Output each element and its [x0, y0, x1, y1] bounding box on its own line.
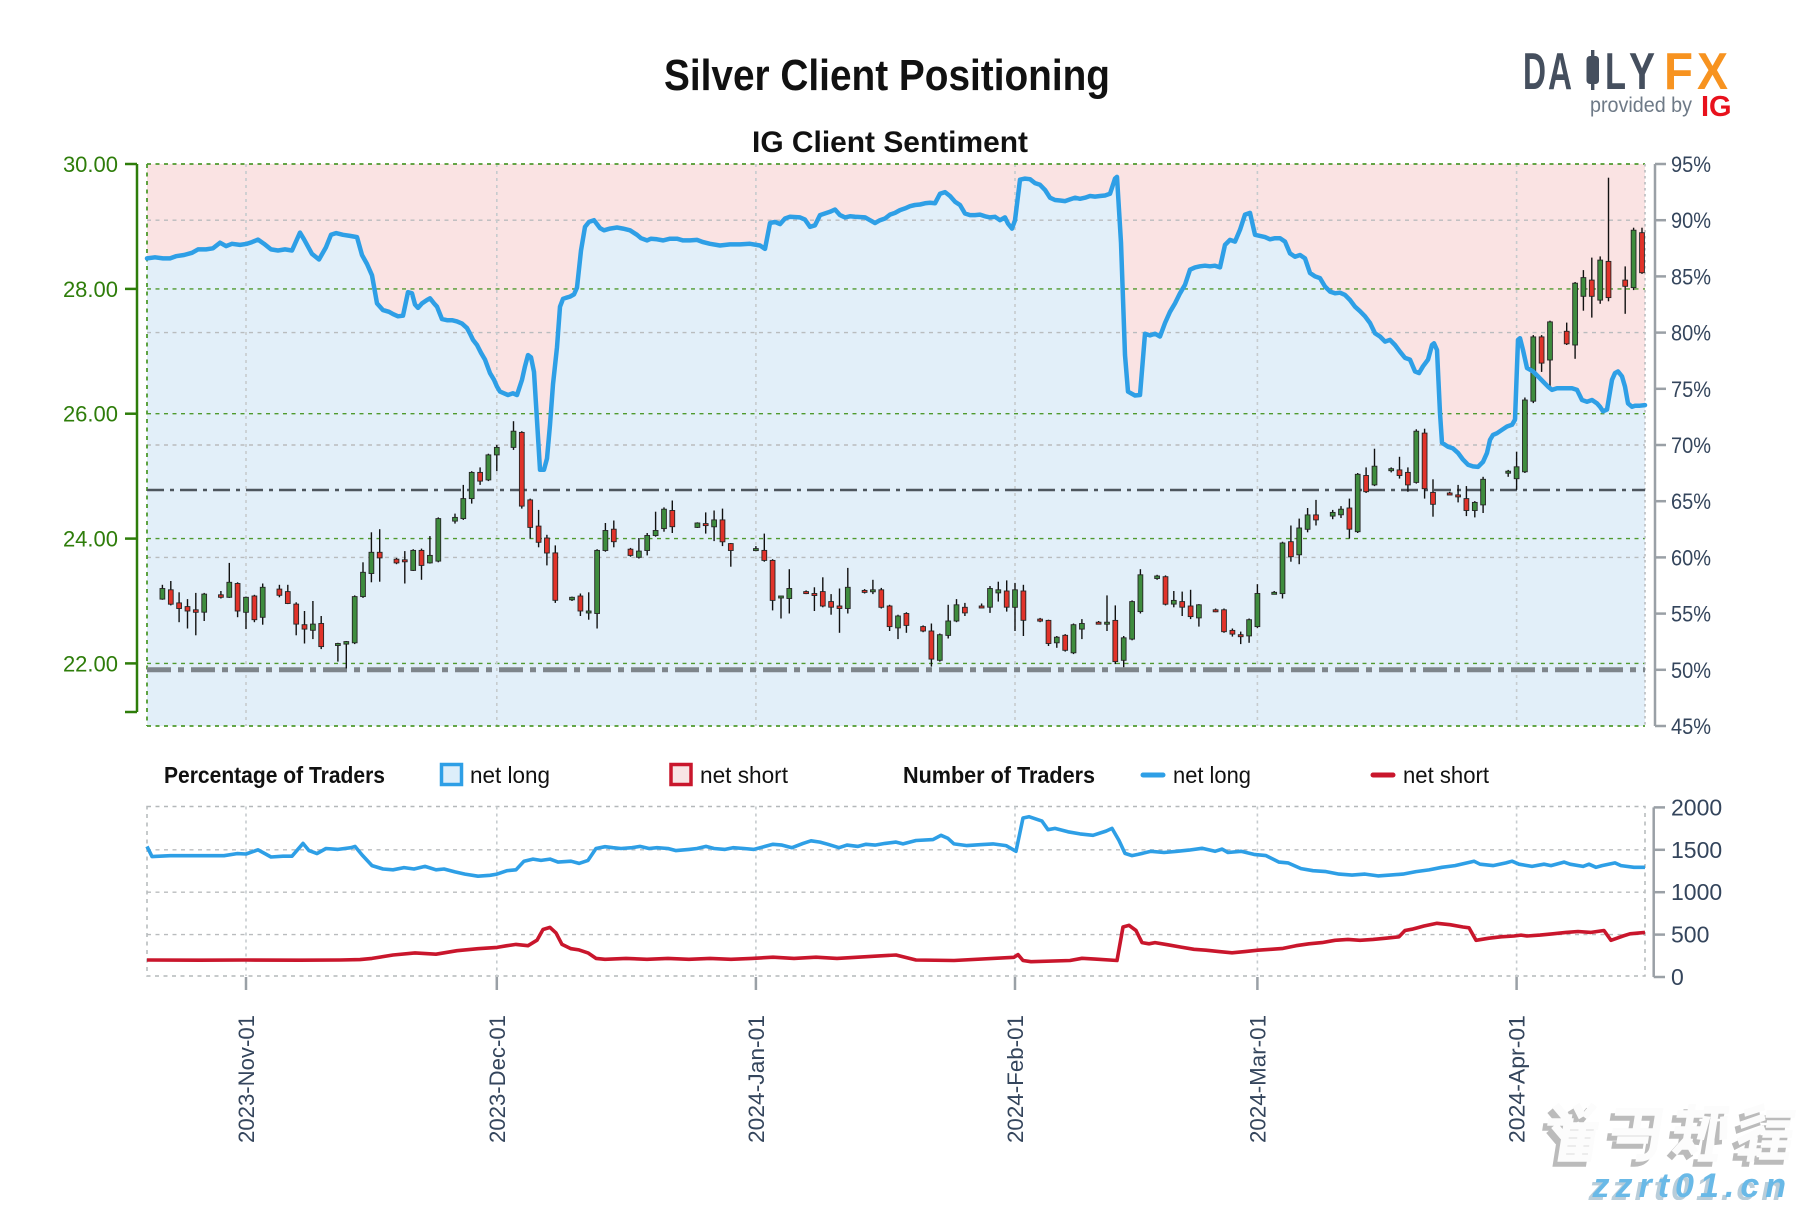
svg-text:75%: 75% — [1671, 377, 1711, 402]
svg-text:2000: 2000 — [1671, 794, 1722, 820]
svg-text:2023-Dec-01: 2023-Dec-01 — [485, 1015, 510, 1143]
svg-text:2024-Jan-01: 2024-Jan-01 — [744, 1015, 769, 1143]
svg-text:D: D — [1523, 43, 1546, 101]
svg-text:2023-Nov-01: 2023-Nov-01 — [234, 1015, 259, 1143]
svg-text:50%: 50% — [1671, 658, 1711, 683]
svg-text:Y: Y — [1629, 43, 1655, 101]
svg-text:30.00: 30.00 — [63, 152, 118, 177]
svg-text:60%: 60% — [1671, 545, 1711, 570]
svg-text:45%: 45% — [1671, 714, 1711, 739]
svg-text:90%: 90% — [1671, 208, 1711, 233]
svg-text:0: 0 — [1671, 964, 1684, 990]
svg-text:zzrt01.cn: zzrt01.cn — [1588, 1170, 1789, 1200]
svg-text:X: X — [1697, 43, 1728, 101]
svg-text:Number of Traders: Number of Traders — [903, 762, 1095, 788]
svg-text:zzrt01.cn: zzrt01.cn — [1592, 1167, 1793, 1200]
svg-text:net long: net long — [470, 762, 550, 788]
svg-text:22.00: 22.00 — [63, 651, 118, 676]
svg-text:65%: 65% — [1671, 489, 1711, 514]
svg-text:1500: 1500 — [1671, 837, 1722, 863]
svg-text:500: 500 — [1671, 922, 1709, 948]
svg-text:A: A — [1548, 43, 1572, 101]
svg-text:95%: 95% — [1671, 152, 1711, 177]
svg-text:net short: net short — [1403, 762, 1490, 788]
svg-text:2024-Feb-01: 2024-Feb-01 — [1003, 1015, 1028, 1143]
svg-text:1000: 1000 — [1671, 879, 1722, 905]
svg-text:70%: 70% — [1671, 433, 1711, 458]
svg-text:2024-Apr-01: 2024-Apr-01 — [1505, 1015, 1530, 1143]
svg-text:IG Client Sentiment: IG Client Sentiment — [752, 126, 1028, 159]
svg-text:provided by: provided by — [1590, 94, 1692, 117]
svg-text:80%: 80% — [1671, 321, 1711, 346]
svg-text:24.00: 24.00 — [63, 527, 118, 552]
svg-text:85%: 85% — [1671, 264, 1711, 289]
svg-text:net long: net long — [1173, 762, 1251, 788]
svg-text:28.00: 28.00 — [63, 277, 118, 302]
svg-text:55%: 55% — [1671, 602, 1711, 627]
svg-text:net short: net short — [700, 762, 789, 788]
svg-text:L: L — [1605, 43, 1626, 101]
svg-text:F: F — [1664, 43, 1693, 101]
svg-text:Percentage of Traders: Percentage of Traders — [164, 762, 385, 788]
svg-text:IG: IG — [1701, 91, 1732, 123]
svg-text:26.00: 26.00 — [63, 402, 118, 427]
svg-text:Silver Client Positioning: Silver Client Positioning — [664, 51, 1110, 100]
svg-text:2024-Mar-01: 2024-Mar-01 — [1245, 1015, 1270, 1143]
